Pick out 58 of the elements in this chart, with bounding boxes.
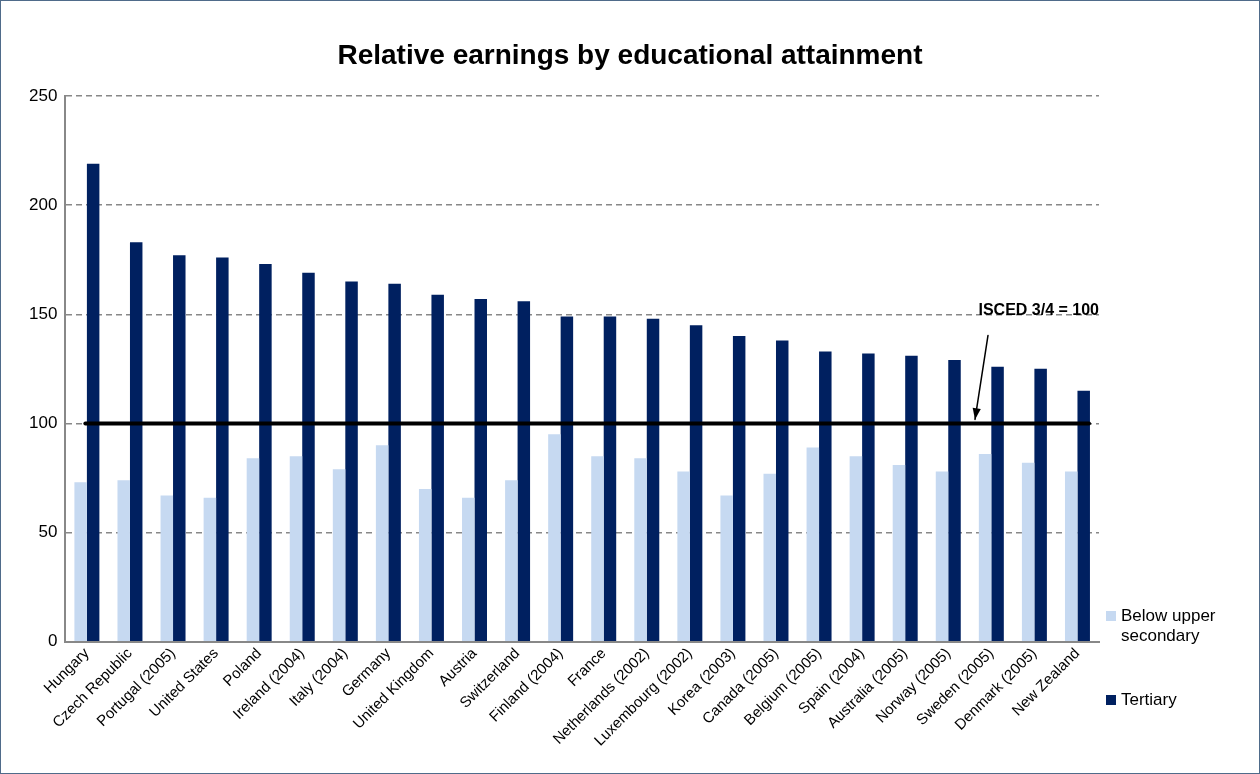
bar bbox=[634, 458, 647, 641]
bar bbox=[345, 281, 358, 641]
y-tick-label: 0 bbox=[47, 631, 58, 651]
bar bbox=[892, 464, 906, 641]
bar bbox=[763, 473, 776, 641]
bar bbox=[74, 482, 87, 641]
bar bbox=[117, 480, 130, 641]
bar bbox=[1077, 390, 1090, 641]
y-tick-label: 50 bbox=[38, 522, 58, 542]
y-tick-label: 150 bbox=[28, 303, 58, 323]
bar bbox=[129, 242, 143, 641]
bar bbox=[1021, 462, 1035, 641]
bar bbox=[819, 351, 832, 641]
bar bbox=[560, 316, 574, 641]
bar bbox=[775, 340, 789, 641]
bar bbox=[991, 366, 1004, 641]
bar bbox=[935, 471, 949, 641]
bar bbox=[474, 299, 487, 641]
y-tick-label: 200 bbox=[28, 194, 58, 214]
bar bbox=[548, 434, 561, 641]
bar bbox=[732, 336, 746, 641]
chart-title: Relative earnings by educational attainment bbox=[336, 39, 924, 71]
bar bbox=[1034, 368, 1047, 641]
bar bbox=[259, 264, 272, 641]
ref-line-label: ISCED 3/4 = 100 bbox=[978, 300, 1100, 318]
legend-label: Below upper secondary bbox=[1121, 606, 1217, 646]
bar bbox=[246, 458, 260, 641]
bar bbox=[203, 497, 217, 641]
legend-label: Tertiary bbox=[1121, 690, 1177, 710]
bar bbox=[862, 353, 875, 641]
bar bbox=[603, 316, 617, 641]
bar bbox=[462, 497, 475, 641]
bar bbox=[332, 469, 346, 641]
bar bbox=[948, 360, 961, 641]
bar bbox=[720, 495, 733, 641]
bar bbox=[375, 445, 389, 641]
bar bbox=[591, 456, 604, 641]
bar bbox=[517, 301, 531, 641]
bar bbox=[689, 325, 703, 641]
bar bbox=[806, 447, 820, 641]
bar bbox=[216, 257, 229, 641]
bar bbox=[160, 495, 174, 641]
bar bbox=[646, 318, 660, 641]
bar bbox=[302, 272, 315, 641]
y-tick-label: 250 bbox=[28, 85, 58, 105]
bar bbox=[978, 453, 992, 641]
bar bbox=[849, 456, 863, 641]
bar bbox=[418, 488, 432, 641]
bar bbox=[905, 355, 918, 641]
bar bbox=[173, 255, 186, 641]
bar bbox=[388, 283, 401, 641]
bar bbox=[289, 456, 303, 641]
bar bbox=[505, 480, 518, 641]
bar bbox=[1064, 471, 1078, 641]
y-tick-label: 100 bbox=[28, 413, 58, 433]
bar bbox=[677, 471, 690, 641]
bar bbox=[86, 163, 100, 641]
bar bbox=[431, 294, 444, 641]
